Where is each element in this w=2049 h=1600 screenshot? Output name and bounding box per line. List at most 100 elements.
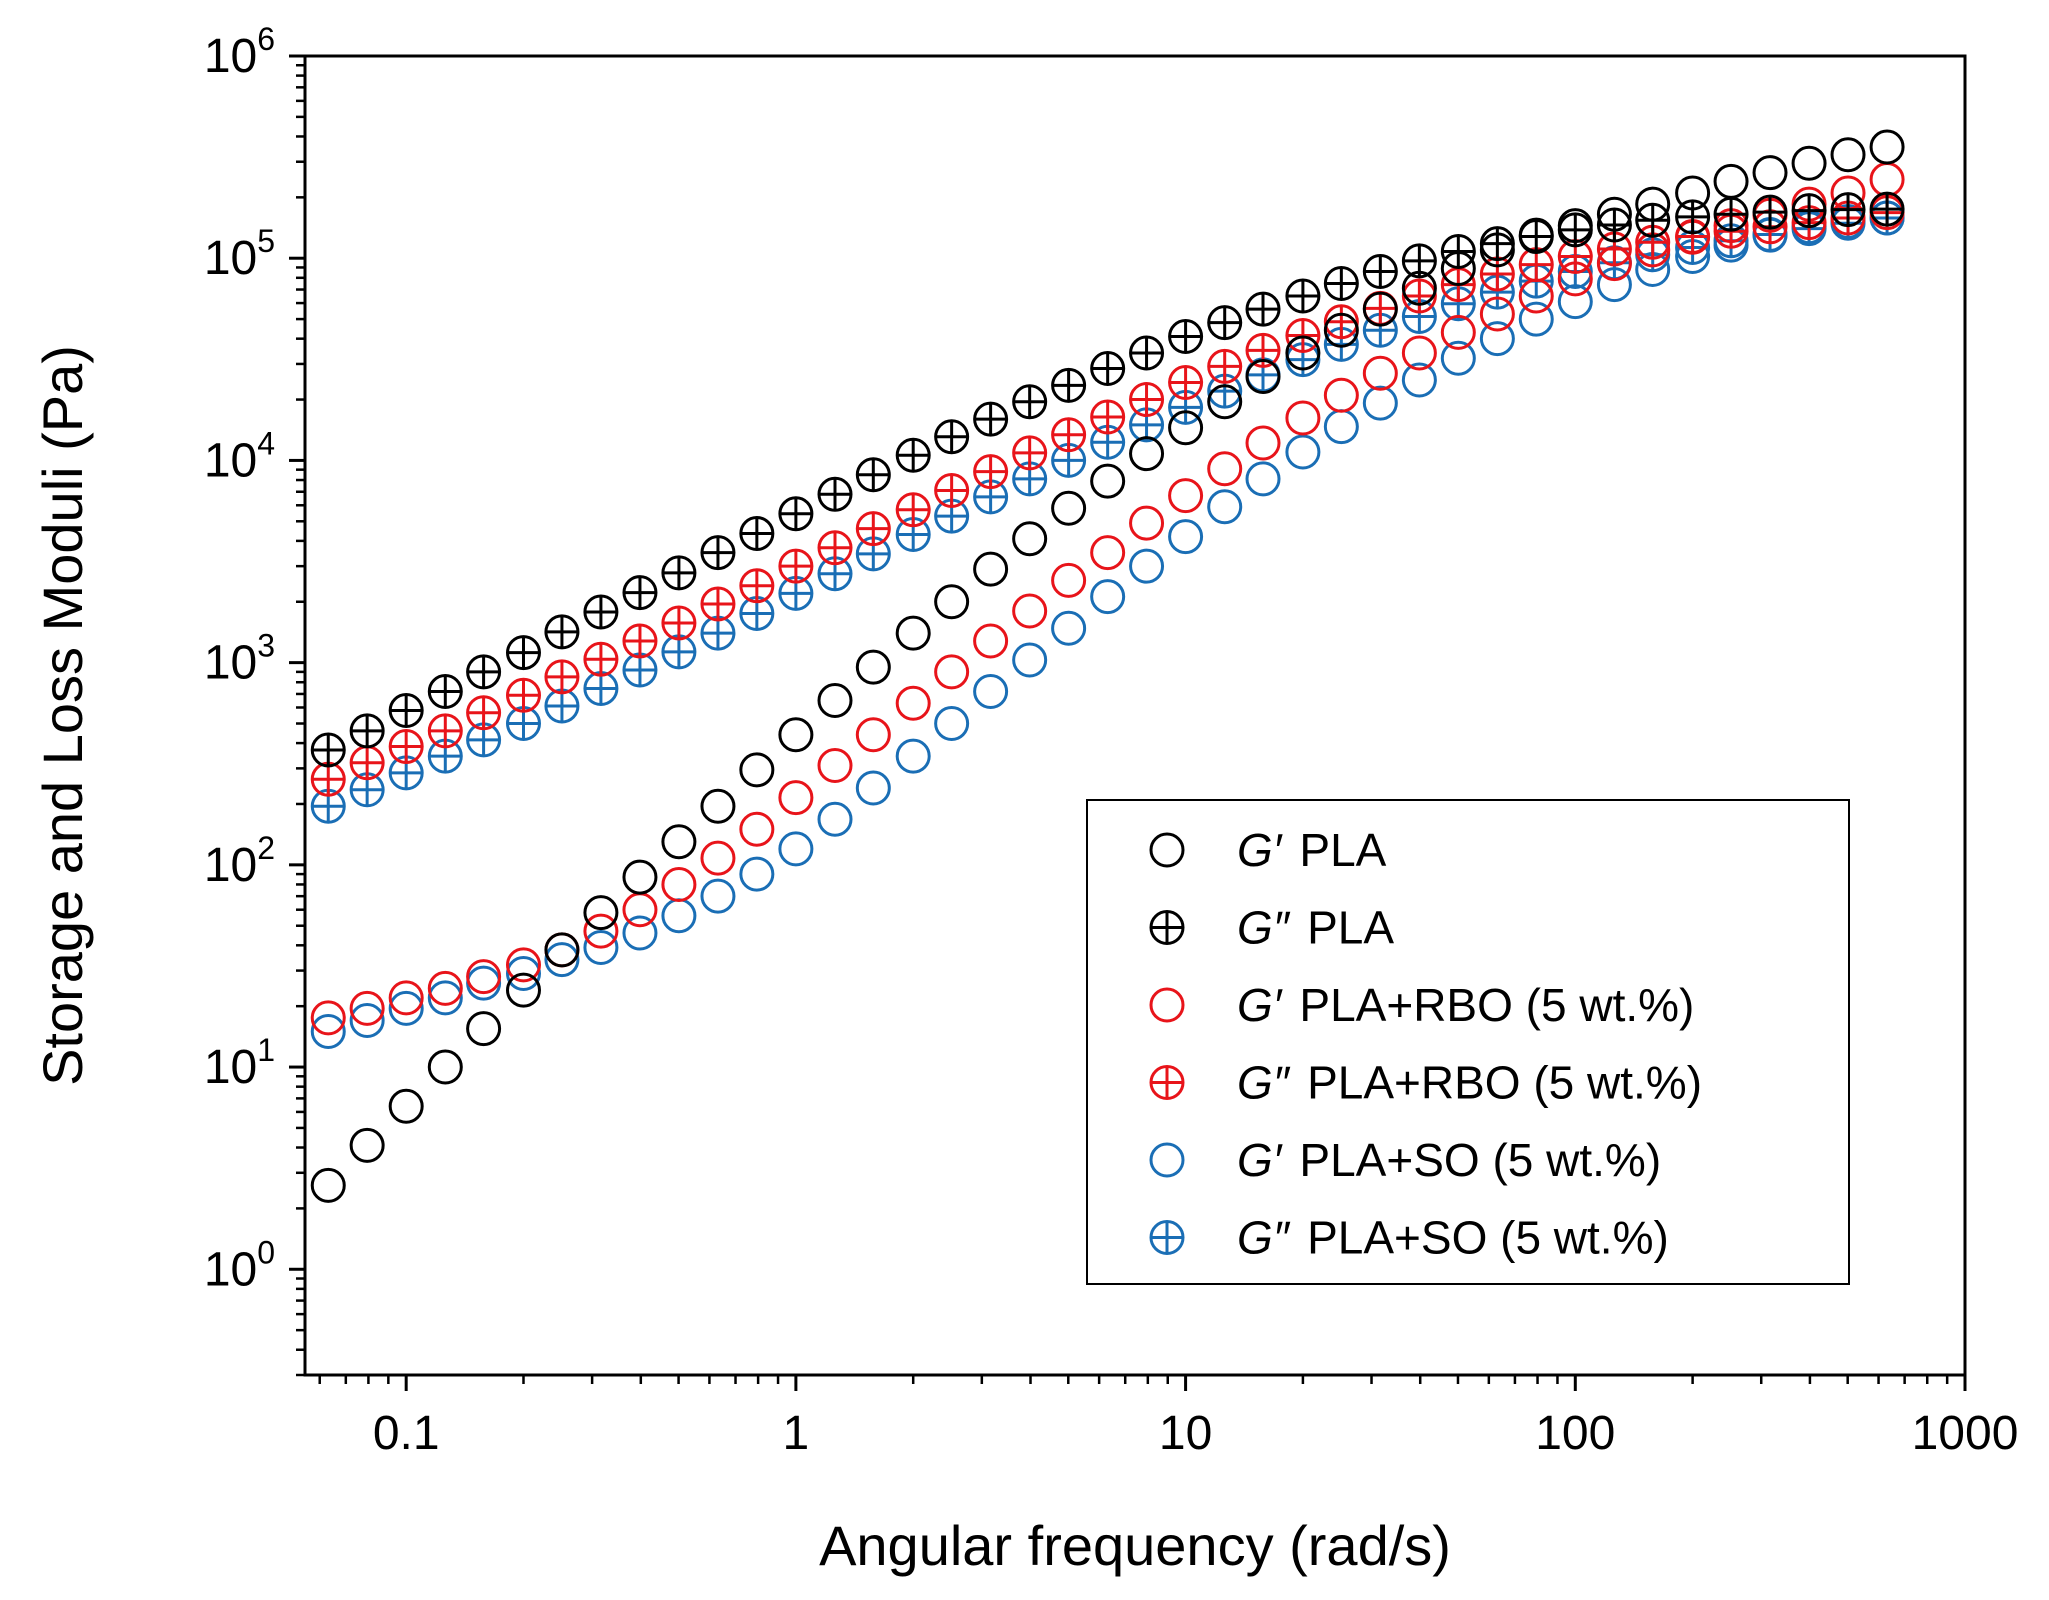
- data-point-loss-000000: [1479, 226, 1515, 262]
- data-point-storage-1a6eb5: [1012, 642, 1048, 678]
- data-point-storage-1a6eb5: [1518, 301, 1554, 337]
- data-point-storage-e8141a: [388, 980, 424, 1016]
- data-point-loss-e8141a: [1285, 317, 1321, 353]
- data-point-loss-e8141a: [817, 530, 853, 566]
- data-point-storage-000000: [544, 932, 580, 968]
- data-point-loss-1a6eb5: [544, 688, 580, 724]
- legend-entry: G″ PLA+RBO (5 wt.%): [1149, 1057, 1702, 1109]
- data-point-loss-000000: [466, 654, 502, 690]
- data-point-loss-000000: [739, 516, 775, 552]
- x-tick-label: 1000: [1912, 1407, 2019, 1460]
- data-point-storage-000000: [1362, 291, 1398, 327]
- data-point-storage-e8141a: [661, 866, 697, 902]
- data-point-storage-1a6eb5: [544, 942, 580, 978]
- data-point-storage-e8141a: [349, 990, 385, 1026]
- data-point-loss-000000: [1869, 191, 1905, 227]
- data-point-storage-000000: [1869, 129, 1905, 165]
- data-point-storage-e8141a: [1285, 400, 1321, 436]
- data-point-storage-000000: [1830, 137, 1866, 173]
- data-point-loss-e8141a: [544, 659, 580, 695]
- data-point-loss-000000: [505, 635, 541, 671]
- legend-label: G″ PLA+SO (5 wt.%): [1237, 1212, 1669, 1264]
- data-point-layer: [310, 129, 1905, 1203]
- data-point-storage-000000: [466, 1011, 502, 1047]
- data-point-loss-e8141a: [310, 761, 346, 797]
- data-point-storage-e8141a: [1323, 377, 1359, 413]
- data-point-storage-000000: [1245, 359, 1281, 395]
- y-tick-label: 100: [204, 1234, 275, 1296]
- legend-marker: [1149, 1142, 1185, 1178]
- data-point-storage-e8141a: [583, 913, 619, 949]
- legend-entry: G′ PLA+RBO (5 wt.%): [1149, 979, 1694, 1031]
- data-point-loss-000000: [855, 457, 891, 493]
- data-point-loss-000000: [1207, 305, 1243, 341]
- legend-label: G′ PLA+RBO (5 wt.%): [1237, 979, 1694, 1031]
- data-point-loss-000000: [1635, 202, 1671, 238]
- data-point-loss-000000: [1713, 196, 1749, 232]
- data-point-storage-1a6eb5: [1401, 362, 1437, 398]
- data-point-storage-1a6eb5: [466, 965, 502, 1001]
- data-point-loss-000000: [973, 401, 1009, 437]
- legend-entry: G′ PLA: [1149, 824, 1387, 876]
- x-tick-label: 0.1: [373, 1407, 440, 1460]
- y-tick-label: 103: [204, 628, 275, 690]
- data-point-loss-e8141a: [1323, 304, 1359, 340]
- data-point-storage-e8141a: [1168, 478, 1204, 514]
- data-point-loss-e8141a: [466, 695, 502, 731]
- data-point-storage-e8141a: [1012, 593, 1048, 629]
- data-point-storage-1a6eb5: [1479, 321, 1515, 357]
- data-point-loss-000000: [310, 732, 346, 768]
- data-point-storage-000000: [1168, 410, 1204, 446]
- data-point-loss-000000: [934, 419, 970, 455]
- legend-label: G′ PLA: [1237, 824, 1387, 876]
- data-point-storage-000000: [1090, 463, 1126, 499]
- legend-label: G′ PLA+SO (5 wt.%): [1237, 1134, 1661, 1186]
- x-axis-title: Angular frequency (rad/s): [819, 1514, 1451, 1577]
- x-tick-label: 100: [1535, 1407, 1615, 1460]
- data-point-storage-e8141a: [310, 1000, 346, 1036]
- data-point-storage-1a6eb5: [310, 1013, 346, 1049]
- data-point-loss-e8141a: [1401, 278, 1437, 314]
- data-point-loss-000000: [1285, 278, 1321, 314]
- legend-box: [1086, 799, 1850, 1285]
- legend: G′ PLA G″ PLA G′ PLA+RBO (5 wt.%) G″ PLA+RBO (5…: [1086, 799, 1850, 1285]
- data-point-storage-000000: [778, 717, 814, 753]
- data-point-loss-e8141a: [505, 677, 541, 713]
- data-point-loss-e8141a: [973, 454, 1009, 490]
- y-tick-label: 101: [204, 1032, 275, 1094]
- data-point-storage-1a6eb5: [349, 1002, 385, 1038]
- legend-label: G″ PLA+RBO (5 wt.%): [1237, 1057, 1702, 1109]
- data-point-loss-e8141a: [388, 728, 424, 764]
- data-point-storage-e8141a: [739, 811, 775, 847]
- data-point-storage-000000: [1323, 312, 1359, 348]
- data-point-loss-000000: [1245, 291, 1281, 327]
- data-point-loss-000000: [1596, 207, 1632, 243]
- data-point-storage-1a6eb5: [661, 898, 697, 934]
- data-point-storage-1a6eb5: [855, 770, 891, 806]
- data-point-storage-e8141a: [1051, 562, 1087, 598]
- x-tick-label: 1: [783, 1407, 810, 1460]
- legend-entry: G″ PLA+SO (5 wt.%): [1149, 1212, 1669, 1264]
- data-point-storage-000000: [1713, 163, 1749, 199]
- data-point-storage-000000: [427, 1049, 463, 1085]
- data-point-storage-e8141a: [1362, 355, 1398, 391]
- data-point-storage-e8141a: [427, 970, 463, 1006]
- data-point-loss-000000: [349, 713, 385, 749]
- data-point-loss-e8141a: [700, 586, 736, 622]
- data-point-loss-e8141a: [855, 511, 891, 547]
- data-point-storage-000000: [895, 615, 931, 651]
- y-tick-label: 106: [204, 21, 275, 83]
- data-point-loss-000000: [895, 437, 931, 473]
- data-point-storage-000000: [1051, 490, 1087, 526]
- data-point-storage-1a6eb5: [1362, 385, 1398, 421]
- data-point-storage-e8141a: [1129, 505, 1165, 541]
- data-point-storage-000000: [934, 584, 970, 620]
- legend-entry: G′ PLA+SO (5 wt.%): [1149, 1134, 1661, 1186]
- data-point-storage-000000: [583, 895, 619, 931]
- legend-marker: [1149, 1220, 1185, 1255]
- data-point-storage-1a6eb5: [778, 831, 814, 867]
- data-point-storage-1a6eb5: [1245, 461, 1281, 497]
- data-point-storage-1a6eb5: [1323, 409, 1359, 445]
- data-point-loss-000000: [1440, 233, 1476, 269]
